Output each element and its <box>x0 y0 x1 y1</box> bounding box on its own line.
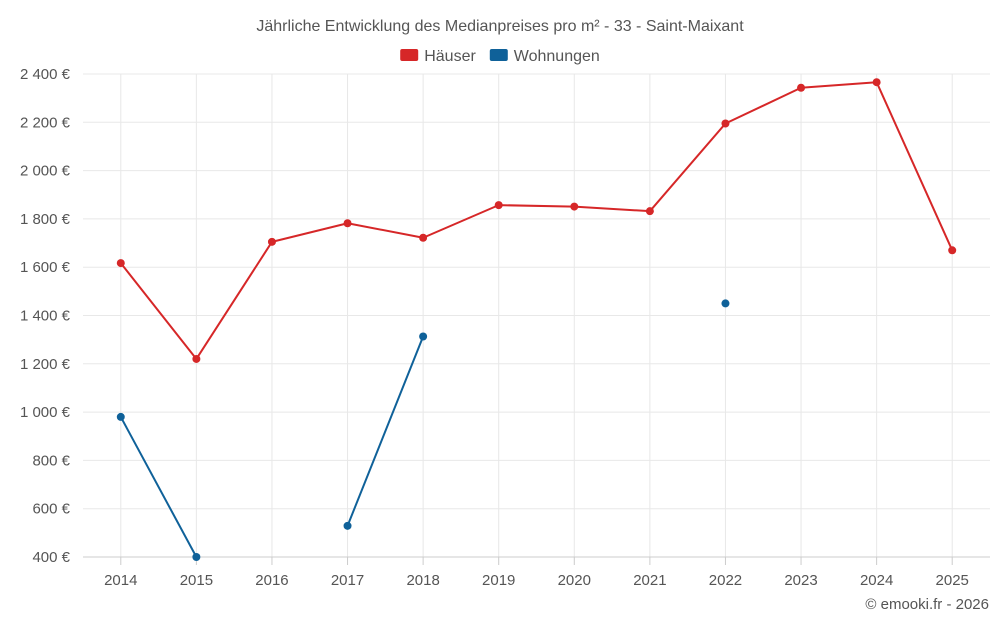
x-tick-label: 2016 <box>255 572 288 589</box>
legend: Häuser Wohnungen <box>400 48 600 65</box>
y-tick-label: 1 800 € <box>20 211 71 228</box>
x-tick-label: 2017 <box>331 572 364 589</box>
data-point[interactable] <box>116 259 125 268</box>
data-point[interactable] <box>570 202 579 211</box>
y-tick-label: 600 € <box>32 501 70 518</box>
y-tick-label: 400 € <box>32 549 70 566</box>
x-tick-label: 2022 <box>709 572 742 589</box>
data-point[interactable] <box>343 521 352 530</box>
y-tick-label: 800 € <box>32 452 70 469</box>
data-point[interactable] <box>419 332 428 341</box>
y-axis: 400 € 600 € 800 € 1 000 € 1 200 € 1 400 € 1 60… <box>20 66 71 566</box>
series-line <box>119 416 198 558</box>
x-tick-label: 2019 <box>482 572 515 589</box>
x-tick-label: 2015 <box>180 572 213 589</box>
y-tick-label: 1 000 € <box>20 404 71 421</box>
data-point[interactable] <box>343 219 352 228</box>
grid-lines <box>83 73 990 558</box>
y-tick-label: 1 600 € <box>20 259 71 276</box>
chart-title: Jährliche Entwicklung des Medianpreises … <box>256 18 744 35</box>
series-h-user <box>116 78 957 363</box>
data-point[interactable] <box>797 83 806 92</box>
legend-item[interactable]: Wohnungen <box>489 48 600 65</box>
data-point[interactable] <box>645 207 654 216</box>
data-point[interactable] <box>872 78 881 87</box>
legend-item[interactable]: Häuser <box>400 48 476 65</box>
data-point[interactable] <box>116 412 125 421</box>
series-wohnungen <box>116 299 730 561</box>
chart-credit: © emooki.fr - 2026 <box>865 596 989 613</box>
y-tick-label: 2 400 € <box>20 66 71 83</box>
y-tick-label: 1 400 € <box>20 308 71 325</box>
legend-swatch <box>400 49 419 61</box>
legend-label: Häuser <box>424 48 476 65</box>
x-tick-label: 2020 <box>558 572 591 589</box>
series-line <box>346 336 425 527</box>
y-tick-label: 2 200 € <box>20 114 71 131</box>
data-point[interactable] <box>419 233 428 242</box>
x-tick-label: 2018 <box>406 572 439 589</box>
x-tick-label: 2025 <box>936 572 969 589</box>
y-tick-label: 2 000 € <box>20 163 71 180</box>
legend-label: Wohnungen <box>514 48 600 65</box>
data-point[interactable] <box>721 119 730 128</box>
x-tick-label: 2021 <box>633 572 666 589</box>
y-tick-label: 1 200 € <box>20 356 71 373</box>
series-group <box>116 78 957 561</box>
x-tick-label: 2024 <box>860 572 893 589</box>
x-tick-label: 2014 <box>104 572 137 589</box>
data-point[interactable] <box>192 553 201 561</box>
series-line <box>120 81 954 360</box>
legend-swatch <box>489 49 508 61</box>
x-axis: 2014 2015 2016 2017 2018 2019 2020 2021 2022 2023… <box>83 556 990 589</box>
data-point[interactable] <box>948 246 957 255</box>
data-point[interactable] <box>721 299 730 308</box>
data-point[interactable] <box>494 201 503 210</box>
data-point[interactable] <box>267 237 276 246</box>
x-tick-label: 2023 <box>784 572 817 589</box>
data-point[interactable] <box>192 354 201 363</box>
